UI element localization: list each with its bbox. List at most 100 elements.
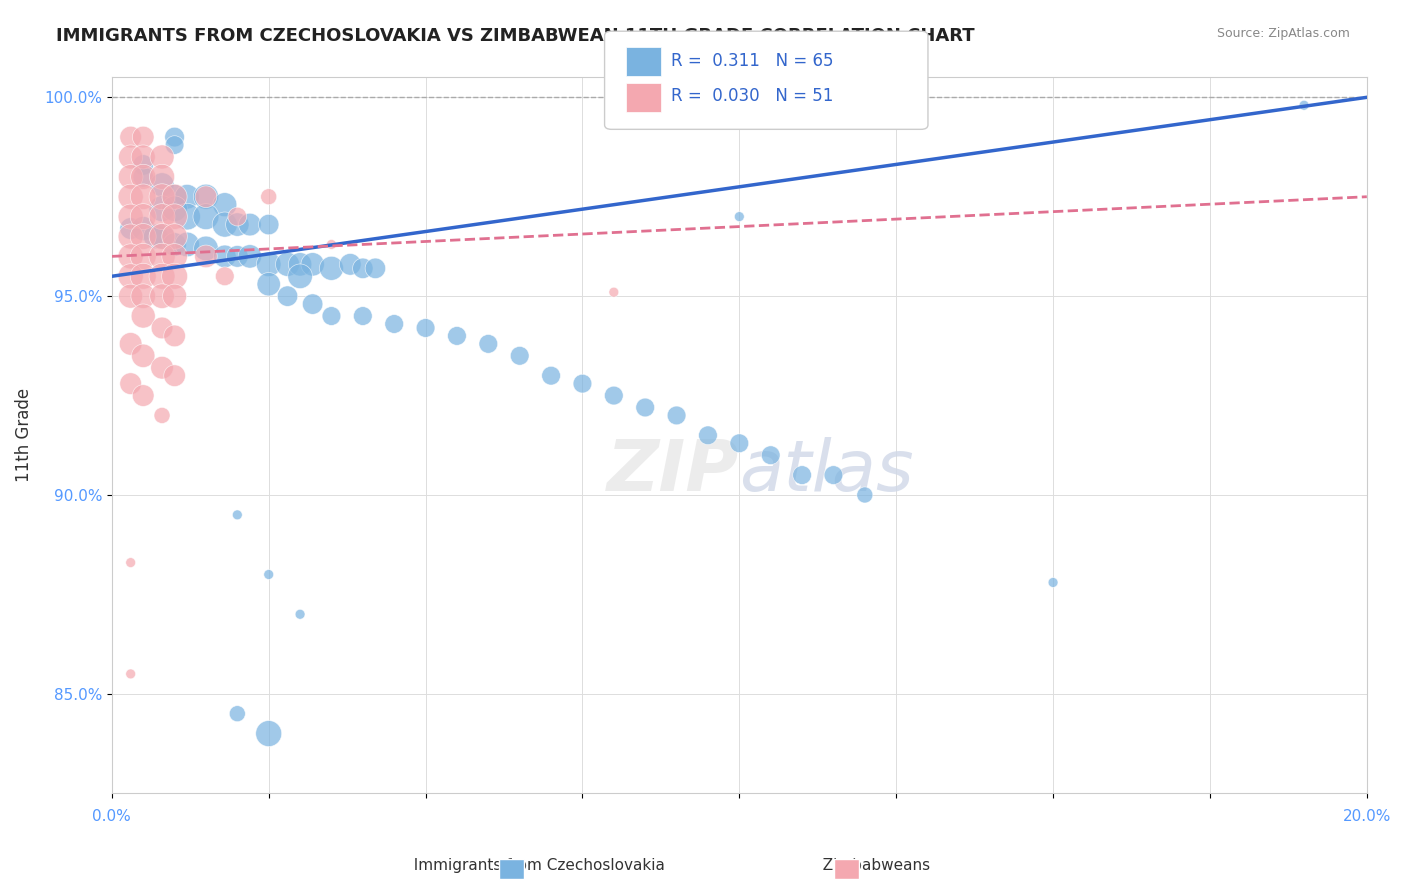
Text: 20.0%: 20.0% bbox=[1343, 809, 1391, 824]
Point bbox=[301, 297, 323, 311]
Point bbox=[759, 448, 782, 462]
Point bbox=[132, 190, 155, 204]
Point bbox=[257, 218, 280, 232]
Point bbox=[163, 329, 186, 343]
Point bbox=[603, 285, 626, 300]
Point bbox=[120, 667, 142, 681]
Point bbox=[132, 309, 155, 323]
Point bbox=[1042, 575, 1064, 590]
Point bbox=[163, 202, 186, 216]
Point bbox=[352, 309, 374, 323]
Point bbox=[132, 210, 155, 224]
Point bbox=[214, 197, 236, 211]
Point bbox=[132, 221, 155, 235]
Point bbox=[132, 289, 155, 303]
Text: atlas: atlas bbox=[740, 436, 914, 506]
Text: R =  0.311   N = 65: R = 0.311 N = 65 bbox=[671, 52, 834, 70]
Point bbox=[214, 218, 236, 232]
Point bbox=[1292, 98, 1315, 112]
Point bbox=[176, 237, 198, 252]
Point bbox=[120, 556, 142, 570]
Point bbox=[823, 468, 845, 483]
Point bbox=[352, 261, 374, 276]
Point bbox=[214, 269, 236, 284]
Point bbox=[226, 210, 249, 224]
Point bbox=[150, 249, 173, 263]
Point bbox=[132, 130, 155, 145]
Point bbox=[132, 229, 155, 244]
Point bbox=[288, 607, 311, 622]
Point bbox=[150, 321, 173, 335]
Point bbox=[163, 190, 186, 204]
Point bbox=[132, 169, 155, 184]
Point bbox=[150, 150, 173, 164]
Point bbox=[257, 726, 280, 740]
Point bbox=[226, 218, 249, 232]
Point bbox=[288, 269, 311, 284]
Y-axis label: 11th Grade: 11th Grade bbox=[15, 388, 32, 483]
Point bbox=[226, 508, 249, 522]
Point bbox=[214, 249, 236, 263]
Text: Immigrants from Czechoslovakia: Immigrants from Czechoslovakia bbox=[404, 858, 665, 872]
Point bbox=[132, 349, 155, 363]
Point bbox=[571, 376, 593, 391]
Point bbox=[150, 269, 173, 284]
Text: R =  0.030   N = 51: R = 0.030 N = 51 bbox=[671, 87, 832, 105]
Point bbox=[477, 337, 499, 351]
Point bbox=[132, 269, 155, 284]
Point bbox=[509, 349, 531, 363]
Point bbox=[728, 436, 751, 450]
Point bbox=[132, 169, 155, 184]
Point bbox=[150, 190, 173, 204]
Text: IMMIGRANTS FROM CZECHOSLOVAKIA VS ZIMBABWEAN 11TH GRADE CORRELATION CHART: IMMIGRANTS FROM CZECHOSLOVAKIA VS ZIMBAB… bbox=[56, 27, 974, 45]
Point bbox=[194, 190, 217, 204]
Point bbox=[150, 409, 173, 423]
Point bbox=[176, 190, 198, 204]
Point bbox=[540, 368, 562, 383]
Point bbox=[120, 169, 142, 184]
Point bbox=[150, 229, 173, 244]
Point bbox=[132, 388, 155, 402]
Point bbox=[697, 428, 720, 442]
Point bbox=[194, 190, 217, 204]
Point bbox=[382, 317, 405, 331]
Point bbox=[194, 249, 217, 263]
Point bbox=[132, 158, 155, 172]
Point bbox=[120, 289, 142, 303]
Text: Zimbabweans: Zimbabweans bbox=[813, 858, 931, 872]
Point bbox=[163, 269, 186, 284]
Point bbox=[339, 257, 361, 271]
Point bbox=[120, 210, 142, 224]
Point bbox=[120, 269, 142, 284]
Point bbox=[665, 409, 688, 423]
Point bbox=[163, 289, 186, 303]
Point bbox=[239, 249, 262, 263]
Point bbox=[257, 277, 280, 292]
Point bbox=[150, 360, 173, 375]
Point bbox=[120, 150, 142, 164]
Point bbox=[257, 567, 280, 582]
Point bbox=[790, 468, 813, 483]
Point bbox=[257, 257, 280, 271]
Point bbox=[120, 221, 142, 235]
Point bbox=[321, 309, 343, 323]
Point bbox=[132, 249, 155, 263]
Point bbox=[364, 261, 387, 276]
Point bbox=[257, 190, 280, 204]
Point bbox=[120, 190, 142, 204]
Point bbox=[163, 249, 186, 263]
Point bbox=[150, 202, 173, 216]
Point bbox=[194, 210, 217, 224]
Point bbox=[603, 388, 626, 402]
Point bbox=[226, 706, 249, 721]
Point bbox=[150, 178, 173, 192]
Point bbox=[120, 337, 142, 351]
Point bbox=[163, 229, 186, 244]
Point bbox=[120, 376, 142, 391]
Point bbox=[446, 329, 468, 343]
Point bbox=[321, 261, 343, 276]
Point bbox=[163, 210, 186, 224]
Point bbox=[150, 169, 173, 184]
Point bbox=[277, 289, 299, 303]
Point bbox=[120, 130, 142, 145]
